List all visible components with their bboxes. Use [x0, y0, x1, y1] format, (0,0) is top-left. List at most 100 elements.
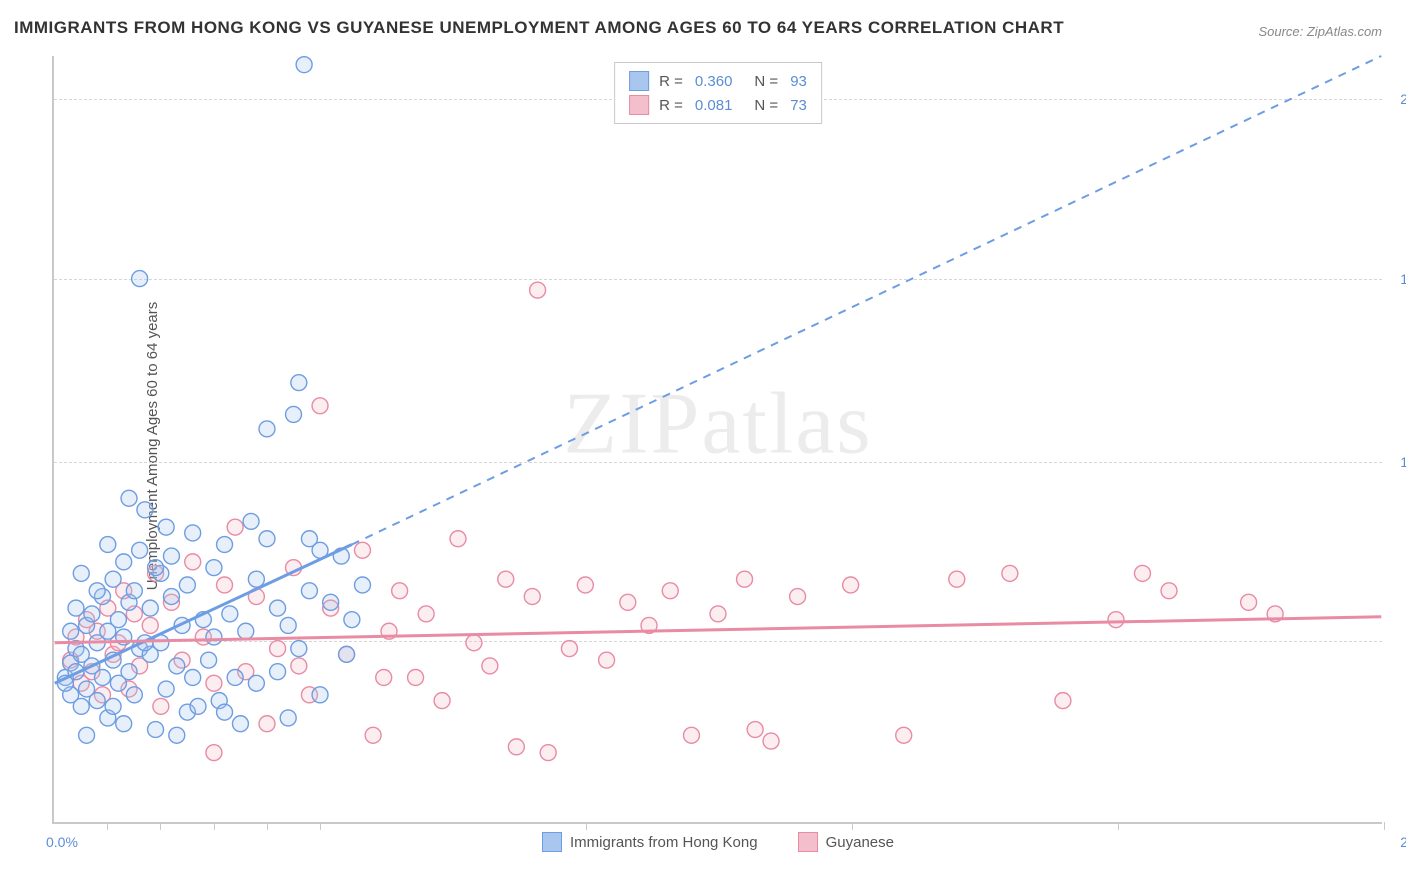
scatter-point [620, 594, 636, 610]
scatter-point [524, 589, 540, 605]
x-axis-tick [214, 822, 215, 830]
scatter-point [312, 398, 328, 414]
scatter-point [1055, 693, 1071, 709]
legend-item-guy: Guyanese [798, 832, 894, 852]
scatter-point [710, 606, 726, 622]
scatter-point [323, 594, 339, 610]
scatter-point [843, 577, 859, 593]
y-axis-tick-label: 12.5% [1400, 454, 1406, 470]
scatter-point [169, 727, 185, 743]
scatter-point [222, 606, 238, 622]
x-axis-tick [160, 822, 161, 830]
scatter-point [185, 554, 201, 570]
x-axis-tick [267, 822, 268, 830]
scatter-point [376, 669, 392, 685]
scatter-point [747, 722, 763, 738]
legend-item-hk: Immigrants from Hong Kong [542, 832, 758, 852]
scatter-point [105, 698, 121, 714]
scatter-point [89, 583, 105, 599]
x-axis-tick [1118, 822, 1119, 830]
scatter-point [185, 525, 201, 541]
stats-legend-box: R = 0.360 N = 93 R = 0.081 N = 73 [614, 62, 822, 124]
scatter-point [482, 658, 498, 674]
scatter-point [142, 600, 158, 616]
scatter-point [355, 542, 371, 558]
scatter-point [163, 548, 179, 564]
scatter-point [662, 583, 678, 599]
scatter-point [179, 577, 195, 593]
scatter-point [206, 560, 222, 576]
stat-n-label: N = [754, 73, 778, 90]
scatter-point [1108, 612, 1124, 628]
x-axis-tick [320, 822, 321, 830]
scatter-point [73, 565, 89, 581]
scatter-point [1135, 565, 1151, 581]
stat-r-label: R = [659, 97, 683, 114]
scatter-point [132, 542, 148, 558]
scatter-point [1002, 565, 1018, 581]
scatter-point [280, 617, 296, 633]
trend-line-extrapolated [352, 56, 1381, 545]
scatter-point [530, 282, 546, 298]
scatter-point [158, 519, 174, 535]
scatter-point [339, 646, 355, 662]
legend-label-guy: Guyanese [826, 834, 894, 851]
scatter-point [248, 571, 264, 587]
scatter-point [270, 600, 286, 616]
scatter-point [95, 669, 111, 685]
scatter-point [248, 675, 264, 691]
stats-row-guy: R = 0.081 N = 73 [629, 93, 807, 117]
scatter-point [163, 589, 179, 605]
stat-r-label: R = [659, 73, 683, 90]
scatter-point [392, 583, 408, 599]
scatter-point [185, 669, 201, 685]
scatter-point [561, 641, 577, 657]
stats-row-hk: R = 0.360 N = 93 [629, 69, 807, 93]
x-axis-tick [107, 822, 108, 830]
scatter-point [126, 687, 142, 703]
scatter-point [301, 583, 317, 599]
scatter-point [291, 641, 307, 657]
scatter-point [217, 577, 233, 593]
scatter-point [466, 635, 482, 651]
scatter-point [169, 658, 185, 674]
scatter-point [190, 698, 206, 714]
scatter-point [238, 623, 254, 639]
scatter-point [137, 502, 153, 518]
plot-area: ZIPatlas R = 0.360 N = 93 R = 0.081 N = … [52, 56, 1382, 824]
scatter-point [291, 375, 307, 391]
scatter-point [790, 589, 806, 605]
stat-n-label: N = [754, 97, 778, 114]
scatter-point [949, 571, 965, 587]
scatter-point [599, 652, 615, 668]
chart-title: IMMIGRANTS FROM HONG KONG VS GUYANESE UN… [14, 18, 1064, 38]
scatter-point [126, 583, 142, 599]
scatter-point [217, 704, 233, 720]
scatter-point [259, 421, 275, 437]
scatter-point [217, 537, 233, 553]
stat-r-value-guy: 0.081 [695, 97, 733, 114]
stat-r-value-hk: 0.360 [695, 73, 733, 90]
scatter-point [296, 57, 312, 73]
swatch-icon [629, 71, 649, 91]
scatter-point [508, 739, 524, 755]
scatter-point [153, 698, 169, 714]
scatter-point [158, 681, 174, 697]
scatter-point [121, 490, 137, 506]
scatter-point [227, 519, 243, 535]
x-axis-tick-min: 0.0% [46, 834, 78, 850]
scatter-point [206, 745, 222, 761]
scatter-point [206, 629, 222, 645]
scatter-point [84, 606, 100, 622]
scatter-point [105, 571, 121, 587]
scatter-point [142, 617, 158, 633]
scatter-point [286, 406, 302, 422]
y-axis-tick-label: 25.0% [1400, 91, 1406, 107]
legend-label-hk: Immigrants from Hong Kong [570, 834, 758, 851]
scatter-point [270, 641, 286, 657]
scatter-point [577, 577, 593, 593]
scatter-point [132, 271, 148, 287]
swatch-icon [542, 832, 562, 852]
scatter-point [259, 531, 275, 547]
scatter-point [201, 652, 217, 668]
